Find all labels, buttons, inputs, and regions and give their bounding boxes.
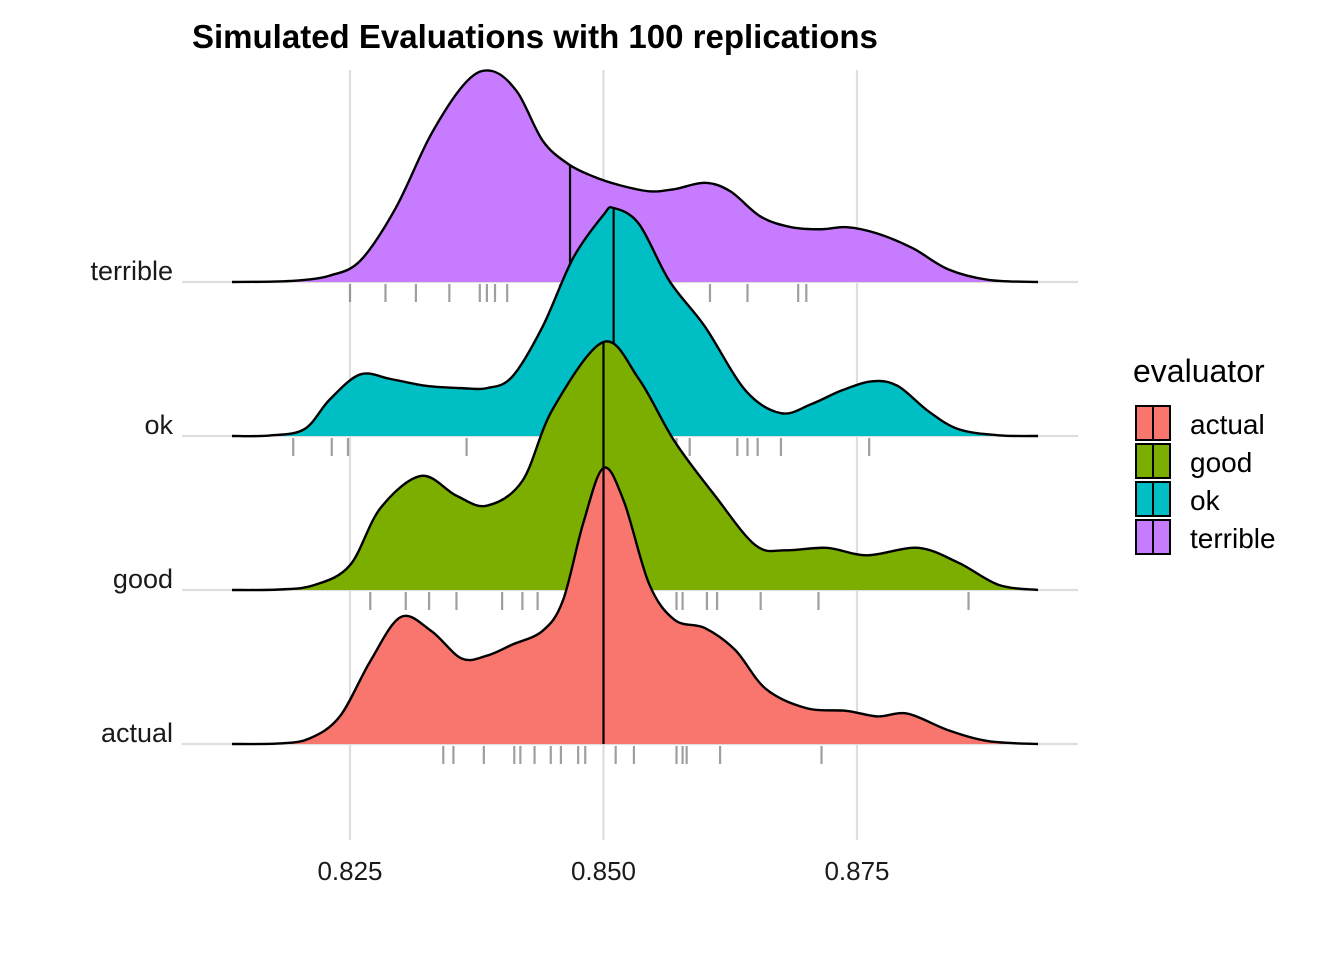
x-tick-label: 0.850 xyxy=(571,856,636,886)
x-tick-label: 0.825 xyxy=(317,856,382,886)
legend-label-ok: ok xyxy=(1190,485,1221,516)
x-tick-label: 0.875 xyxy=(824,856,889,886)
category-labels: terrible ok good actual xyxy=(90,256,173,748)
density-outline-terrible xyxy=(231,69,1039,284)
legend-label-terrible: terrible xyxy=(1190,523,1276,554)
category-label-good: good xyxy=(113,564,173,594)
legend-title: evaluator xyxy=(1133,353,1265,389)
category-label-ok: ok xyxy=(144,410,173,440)
density-area-actual xyxy=(232,467,1038,745)
ridge-terrible xyxy=(231,69,1039,302)
chart-title: Simulated Evaluations with 100 replicati… xyxy=(192,18,878,55)
density-outline-ok xyxy=(231,206,1039,438)
ridge-actual xyxy=(231,466,1039,764)
density-outline-actual xyxy=(231,466,1039,746)
density-area-ok xyxy=(232,207,1038,437)
legend: evaluator actual good ok terrible xyxy=(1133,353,1276,555)
category-label-terrible: terrible xyxy=(90,256,173,286)
density-area-terrible xyxy=(232,70,1038,283)
legend-label-good: good xyxy=(1190,447,1252,478)
ridge-layer xyxy=(231,69,1039,764)
category-label-actual: actual xyxy=(101,718,173,748)
legend-label-actual: actual xyxy=(1190,409,1265,440)
density-outline-good xyxy=(231,340,1039,592)
density-area-good xyxy=(232,341,1038,591)
ridge-good xyxy=(231,340,1039,610)
x-axis-ticks: 0.825 0.850 0.875 xyxy=(317,856,889,886)
